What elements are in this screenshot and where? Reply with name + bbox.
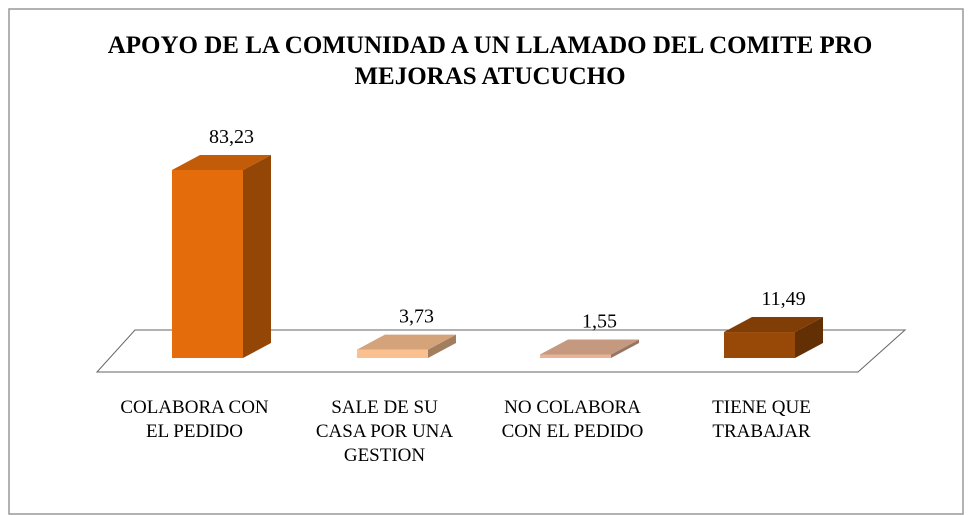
bar [172, 170, 243, 358]
bar-side [611, 339, 639, 358]
value-label: 3,73 [399, 306, 434, 328]
value-label: 11,49 [761, 288, 805, 310]
bar-top [357, 334, 456, 350]
bar-top [172, 155, 271, 170]
category-label: SALE DE SU CASA POR UNA GESTION [315, 397, 454, 466]
category-label: TIENE QUE TRABAJAR [712, 397, 811, 442]
bar-side [795, 317, 823, 358]
chart-title: APOYO DE LA COMUNIDAD A UN LLAMADO DEL C… [107, 32, 873, 90]
value-label: 83,23 [209, 126, 254, 148]
bar [357, 349, 428, 358]
bar-top [540, 339, 639, 355]
bar [540, 354, 611, 358]
category-label: COLABORA CON EL PEDIDO [120, 397, 269, 442]
bar-top [724, 317, 823, 333]
value-label: 1,55 [582, 310, 617, 332]
bar [724, 332, 795, 358]
floor [95, 329, 907, 373]
frame [8, 8, 964, 515]
bar-side [428, 334, 456, 358]
bar-side [243, 155, 271, 358]
category-label: NO COLABORA CON EL PEDIDO [501, 397, 644, 442]
